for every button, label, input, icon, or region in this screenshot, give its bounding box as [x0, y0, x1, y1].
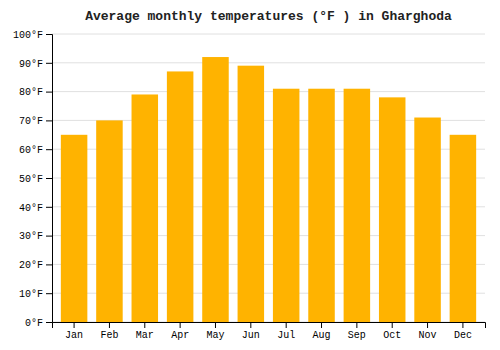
bar: [414, 118, 441, 322]
y-tick-label: 80°F: [19, 87, 43, 98]
y-tick: 100°F: [13, 30, 52, 41]
x-tick-label: Jan: [65, 330, 83, 341]
x-tick-label: Sep: [348, 330, 366, 341]
y-tick-mark: [46, 92, 52, 93]
y-tick-mark: [46, 293, 52, 294]
y-tick-mark: [46, 178, 52, 179]
x-axis: Jan Feb Mar Apr May Jun Jul Aug Sep Oct Nov Dec: [53, 322, 486, 341]
x-tick-mark: [144, 322, 145, 328]
y-tick-mark: [46, 120, 52, 121]
bar: [238, 66, 265, 322]
x-tick-label: May: [206, 330, 224, 341]
chart: 0°F 10°F 20°F 30°F 40°F 50°F 60°F 70°F 80°F 90°F 1…: [0, 0, 500, 350]
x-tick: Apr: [171, 322, 189, 341]
y-tick: 30°F: [19, 231, 52, 242]
y-tick-mark: [46, 63, 52, 64]
bar: [273, 89, 300, 322]
x-tick-label: Jul: [277, 330, 295, 341]
y-tick-label: 30°F: [19, 231, 43, 242]
x-tick: Sep: [348, 322, 366, 341]
grid-line: [52, 34, 485, 35]
title: Average monthly temperatures (°F ) in Gh…: [85, 9, 452, 24]
y-tick-mark: [46, 236, 52, 237]
x-tick: Jul: [277, 322, 295, 341]
x-tick-label: Aug: [313, 330, 331, 341]
grid-line: [52, 91, 485, 92]
y-tick-mark: [46, 34, 52, 35]
y-tick: 20°F: [19, 260, 52, 271]
x-tick-mark: [462, 322, 463, 328]
x-tick-label: Feb: [100, 330, 118, 341]
x-tick-mark: [250, 322, 251, 328]
y-tick-label: 70°F: [19, 116, 43, 127]
y-axis: 0°F 10°F 20°F 30°F 40°F 50°F 60°F 70°F 80°F 90°F 1…: [13, 30, 53, 329]
x-tick-mark: [180, 322, 181, 328]
y-tick: 90°F: [19, 59, 52, 70]
grid-line: [52, 62, 485, 63]
x-tick-mark: [356, 322, 357, 328]
bar: [61, 135, 88, 322]
bars: [61, 57, 476, 322]
x-tick-label: Mar: [136, 330, 154, 341]
x-tick: Dec: [454, 322, 472, 341]
plot: 0°F 10°F 20°F 30°F 40°F 50°F 60°F 70°F 80°F 90°F 1…: [13, 30, 486, 341]
x-axis-line: [53, 323, 486, 329]
x-tick: Jun: [242, 322, 260, 341]
y-tick-label: 100°F: [13, 30, 43, 41]
bar: [450, 135, 477, 322]
x-tick-mark: [74, 322, 75, 328]
y-tick: 50°F: [19, 174, 52, 185]
x-tick: Jan: [65, 322, 83, 341]
x-tick-label: Nov: [419, 330, 437, 341]
bar: [132, 94, 159, 322]
x-tick-label: Oct: [383, 330, 401, 341]
y-tick-mark: [46, 322, 52, 323]
y-axis-line: [46, 35, 53, 323]
bar: [379, 97, 406, 322]
x-tick-mark: [321, 322, 322, 328]
y-tick: 0°F: [25, 318, 52, 329]
bar: [167, 71, 194, 322]
y-tick: 40°F: [19, 203, 52, 214]
x-tick-mark: [109, 322, 110, 328]
x-tick: Feb: [100, 322, 118, 341]
bar: [202, 57, 229, 322]
x-tick-label: Dec: [454, 330, 472, 341]
y-tick-mark: [46, 149, 52, 150]
bar: [344, 89, 371, 322]
bar: [96, 120, 123, 322]
x-tick-mark: [215, 322, 216, 328]
x-tick: Nov: [419, 322, 437, 341]
x-tick-mark: [392, 322, 393, 328]
y-tick-label: 60°F: [19, 145, 43, 156]
y-tick-label: 90°F: [19, 59, 43, 70]
bar: [308, 89, 335, 322]
y-tick-label: 20°F: [19, 260, 43, 271]
y-tick: 60°F: [19, 145, 52, 156]
y-tick-label: 40°F: [19, 203, 43, 214]
x-tick-mark: [427, 322, 428, 328]
y-tick-label: 50°F: [19, 174, 43, 185]
y-tick-label: 0°F: [25, 318, 43, 329]
x-tick: Oct: [383, 322, 401, 341]
x-tick-label: Jun: [242, 330, 260, 341]
x-tick: Mar: [136, 322, 154, 341]
x-tick: May: [206, 322, 224, 341]
grid: [52, 34, 485, 322]
y-tick: 80°F: [19, 87, 52, 98]
x-tick-label: Apr: [171, 330, 189, 341]
y-tick-mark: [46, 264, 52, 265]
y-tick-label: 10°F: [19, 289, 43, 300]
x-tick: Aug: [313, 322, 331, 341]
x-tick-mark: [286, 322, 287, 328]
y-tick: 70°F: [19, 116, 52, 127]
y-tick: 10°F: [19, 289, 52, 300]
y-tick-mark: [46, 207, 52, 208]
